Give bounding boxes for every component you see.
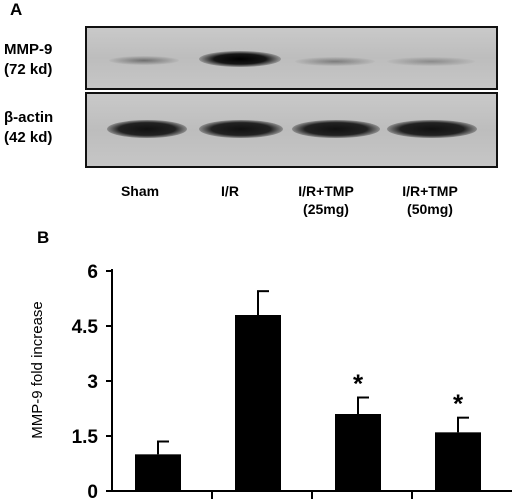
actin-blot [85, 92, 498, 168]
actin-band-tmp25 [292, 120, 380, 138]
y-tick-label: 0 [87, 482, 98, 502]
actin-label: β-actin (42 kd) [4, 108, 53, 148]
actin-name: β-actin [4, 109, 54, 126]
mmp9-name: MMP-9 [4, 41, 53, 58]
bar [335, 414, 381, 491]
y-tick-label: 3 [87, 372, 98, 393]
actin-band-ir [199, 120, 283, 138]
bar [235, 315, 281, 491]
mmp9-blot [85, 26, 498, 90]
lane-label-tmp50: I/R+TMP (50mg) [402, 183, 458, 217]
bar [435, 432, 481, 491]
actin-band-tmp50 [387, 120, 477, 138]
mmp9-band-tmp25 [295, 57, 375, 66]
chart-marks: ** [135, 290, 481, 491]
actin-band-sham [107, 120, 187, 138]
panel-a-letter: A [10, 0, 23, 19]
lane-label-ir: I/R [221, 183, 239, 199]
mmp9-weight: (72 kd) [4, 61, 53, 78]
y-tick-label: 4.5 [72, 317, 99, 338]
mmp9-band-sham [109, 56, 179, 65]
y-tick-label: 6 [87, 262, 98, 283]
lane-label-sham: Sham [120, 183, 160, 199]
bar [135, 454, 181, 491]
mmp9-band-tmp50 [387, 57, 475, 66]
mmp9-band-ir [199, 51, 281, 67]
lane-label-tmp25: I/R+TMP (25mg) [298, 183, 354, 217]
panel-b-letter: B [37, 228, 50, 247]
actin-weight: (42 kd) [4, 129, 53, 146]
significance-marker: * [353, 369, 364, 399]
significance-marker: * [453, 389, 464, 419]
y-axis-label: MMP-9 fold increase [29, 301, 46, 439]
y-tick-label: 1.5 [72, 427, 99, 448]
mmp9-label: MMP-9 (72 kd) [4, 40, 52, 80]
